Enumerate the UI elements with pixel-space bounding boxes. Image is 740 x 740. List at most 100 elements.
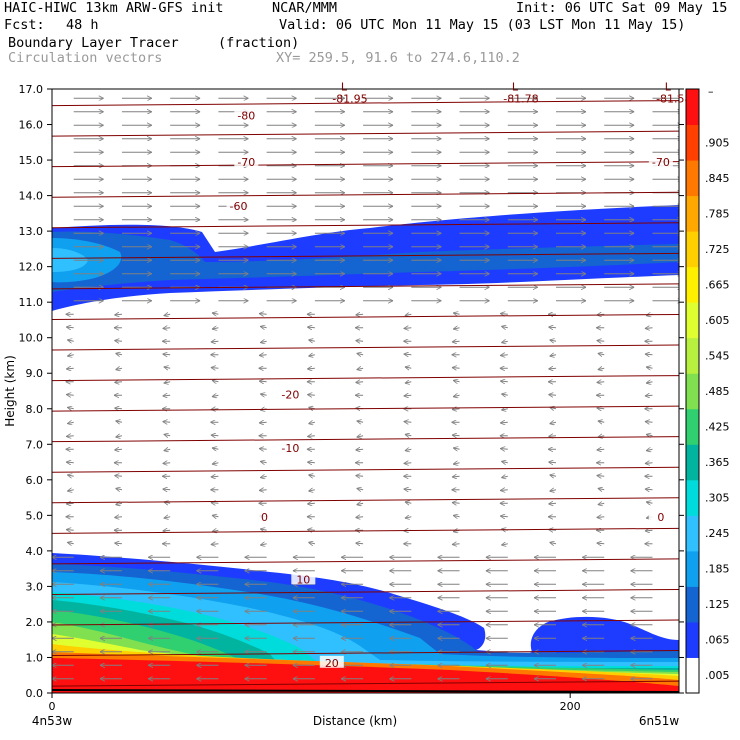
colorbar-label: .905 <box>705 136 730 149</box>
y-tick-label: 15.0 <box>19 154 44 167</box>
circulation-vector <box>646 449 653 450</box>
circulation-vector <box>212 380 219 381</box>
colorbar-swatch <box>686 124 699 161</box>
isotherm-label-bg <box>278 440 303 453</box>
circulation-vector <box>260 461 267 462</box>
circulation-vector <box>211 544 219 545</box>
minimum-value-label: -81.95 <box>332 93 367 106</box>
colorbar-swatch <box>686 160 699 197</box>
colorbar-swatch <box>686 444 699 481</box>
y-tick-label: 4.0 <box>26 545 44 558</box>
circulation-vector <box>452 341 460 342</box>
circulation-vector <box>66 327 74 328</box>
circulation-vector <box>500 422 508 423</box>
circulation-vector <box>66 503 74 504</box>
circulation-vector <box>164 382 171 383</box>
y-axis-label: Height (km) <box>3 355 17 426</box>
circulation-vector <box>404 463 412 464</box>
circulation-vector <box>500 355 508 356</box>
circulation-vector <box>645 354 653 355</box>
circulation-vector <box>212 530 219 531</box>
circulation-vector <box>308 490 315 491</box>
circulation-vector <box>501 409 508 410</box>
circulation-vector <box>163 489 171 490</box>
fcst-label: Fcst: <box>4 17 45 33</box>
circulation-vector <box>67 475 74 476</box>
isotherm-line <box>52 619 679 626</box>
minimum-value-label: -81.58 <box>656 93 691 106</box>
temperature-contours <box>52 100 679 687</box>
circulation-vector <box>115 503 123 504</box>
circulation-vector <box>501 326 508 327</box>
circulation-vector <box>550 355 557 356</box>
isotherm-label-bg <box>226 199 251 212</box>
circulation-vector <box>307 503 315 504</box>
y-tick-label: 14.0 <box>19 190 44 203</box>
colorbar-label: .845 <box>705 172 730 185</box>
circulation-vector <box>212 448 219 449</box>
isotherm-line <box>52 191 679 198</box>
isotherm-line <box>52 436 679 443</box>
circulation-vector <box>646 382 653 383</box>
circulation-vector <box>598 353 605 354</box>
circulation-vector <box>501 394 508 395</box>
circulation-vector <box>405 314 412 315</box>
circulation-vector <box>212 463 219 464</box>
circulation-vector <box>550 542 557 543</box>
colorbar-swatch <box>686 266 699 303</box>
circulation-vector <box>645 489 653 490</box>
circulation-vector <box>164 367 171 368</box>
circulation-vector <box>114 476 122 477</box>
circulation-vector <box>308 422 315 423</box>
circulation-vector <box>357 488 364 489</box>
colorbar-swatch <box>686 515 699 552</box>
circulation-vector <box>598 488 605 489</box>
circulation-vector <box>404 354 412 355</box>
minimum-marker: L <box>665 81 672 94</box>
y-tick-label: 13.0 <box>19 225 44 238</box>
vectors-label: Circulation vectors <box>8 50 163 66</box>
circulation-vector <box>260 326 267 327</box>
circulation-vector <box>357 368 364 369</box>
colorbar-swatch <box>686 373 699 410</box>
circulation-vector <box>308 542 315 543</box>
y-tick-label: 6.0 <box>26 474 44 487</box>
low-tracer-l12 <box>52 658 679 693</box>
valid-time: Valid: 06 UTC Mon 11 May 15 (03 LST Mon … <box>279 17 686 33</box>
circulation-vector <box>597 408 605 409</box>
circulation-vector <box>452 544 460 545</box>
upper-tracer-mid <box>52 231 679 292</box>
y-tick-label: 16.0 <box>19 119 44 132</box>
circulation-vector <box>405 517 412 518</box>
colorbar-label: .785 <box>705 207 730 220</box>
circulation-vector <box>405 367 412 368</box>
circulation-vector <box>115 368 123 369</box>
model-title: HAIC-HIWC 13km ARW-GFS init <box>4 0 224 16</box>
colorbar-swatch <box>686 586 699 623</box>
colorbar-swatch <box>686 195 699 232</box>
isotherm-line <box>52 650 679 657</box>
circulation-vector <box>212 328 219 329</box>
field-units: (fraction) <box>218 35 300 51</box>
circulation-vector <box>67 542 74 543</box>
circulation-vector <box>645 395 653 396</box>
circulation-vector <box>67 422 74 423</box>
circulation-vector <box>355 382 364 383</box>
circulation-vector <box>115 436 123 437</box>
isotherm-line <box>52 130 679 137</box>
circulation-vector <box>260 544 267 545</box>
circulation-vector <box>114 543 122 544</box>
upper-tracer-core2 <box>52 248 88 272</box>
colorbar-label: .545 <box>705 349 730 362</box>
circulation-vector <box>355 476 364 477</box>
circulation-vector <box>500 516 508 517</box>
isotherm-label-bg <box>648 154 673 167</box>
colorbar-swatch <box>686 550 699 587</box>
circulation-vector <box>597 449 605 450</box>
circulation-vector <box>452 409 460 410</box>
circulation-vector <box>550 475 557 476</box>
circulation-vector <box>453 515 460 516</box>
circulation-vector <box>645 530 653 531</box>
circulation-vector <box>597 476 605 477</box>
